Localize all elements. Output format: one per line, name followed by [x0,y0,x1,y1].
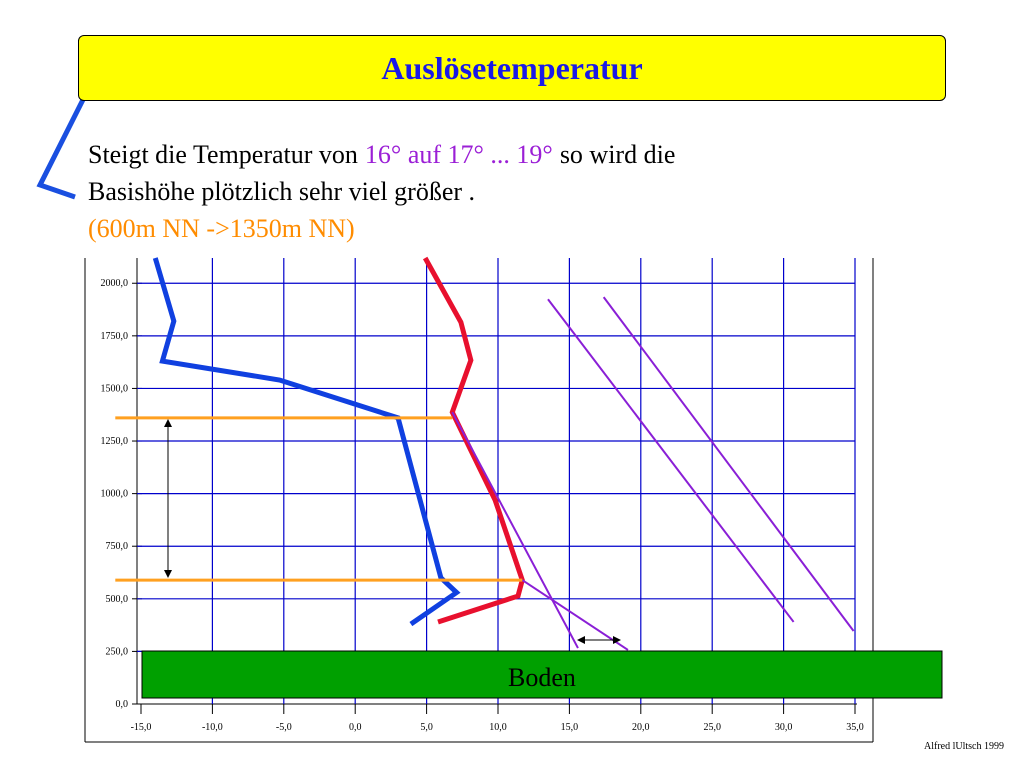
series-line [451,411,579,649]
text-segment: so wird die [559,140,676,169]
x-tick-label: 15,0 [561,722,579,733]
x-tick-label: -5,0 [276,722,292,733]
x-tick-label: 25,0 [703,722,721,733]
text-segment: Steigt die Temperatur von [88,140,358,169]
x-tick-label: 30,0 [775,722,793,733]
ground-label: Boden [508,663,576,692]
x-tick-label: 10,0 [489,722,507,733]
body-text: Steigt die Temperatur von 16° auf 17° ...… [88,136,675,247]
x-tick-label: 20,0 [632,722,650,733]
y-tick-label: 1000,0 [101,489,129,500]
y-tick-label: 750,0 [106,541,129,552]
series-line [547,298,795,623]
series-line [422,256,525,625]
x-tick-label: -15,0 [131,722,152,733]
series-line [521,579,629,651]
y-tick-label: 1500,0 [101,383,129,394]
series-line [152,257,461,627]
series-line [602,296,855,632]
x-tick-label: -10,0 [202,722,223,733]
x-tick-label: 0,0 [349,722,362,733]
text-line: Steigt die Temperatur von 16° auf 17° ...… [88,136,675,173]
y-tick-label: 1250,0 [101,436,129,447]
y-tick-label: 0,0 [116,699,129,710]
text-segment: (600m NN ->1350m NN) [88,214,355,243]
y-tick-label: 500,0 [106,594,129,605]
x-tick-label: 5,0 [420,722,433,733]
y-tick-label: 2000,0 [101,278,129,289]
title: Auslösetemperatur [381,49,643,86]
text-line: (600m NN ->1350m NN) [88,210,675,247]
text-segment: Basishöhe plötzlich sehr viel größer . [88,177,476,206]
ground [141,650,943,699]
y-tick-label: 250,0 [106,646,129,657]
title-box: Auslösetemperatur [78,35,946,101]
text-segment: 16° auf 17° ... 19° [364,140,553,169]
credit: Alfred lUltsch 1999 [924,741,1004,752]
y-tick-label: 1750,0 [101,331,129,342]
x-tick-label: 35,0 [846,722,864,733]
text-line: Basishöhe plötzlich sehr viel größer . [88,173,675,210]
